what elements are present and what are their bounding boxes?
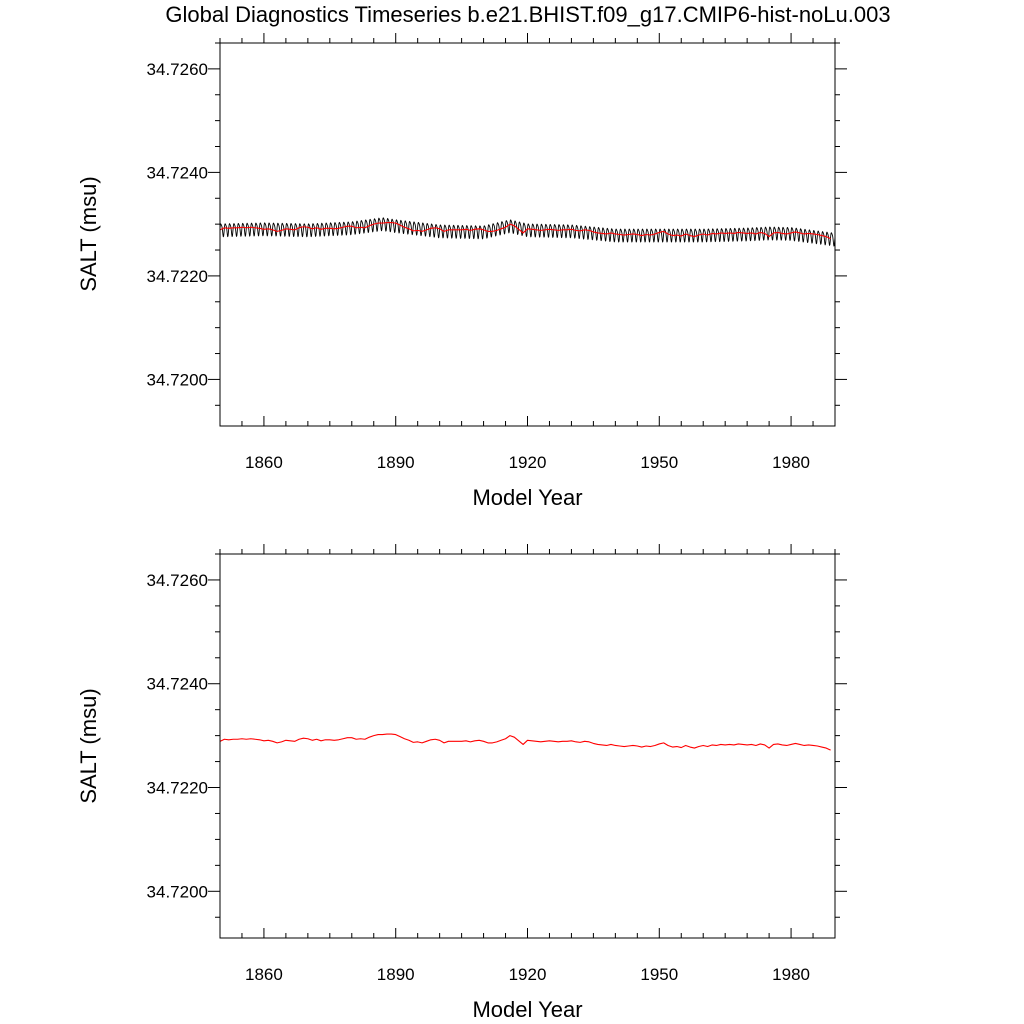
x-tick-label: 1890 (377, 965, 415, 984)
x-tick-label: 1860 (245, 453, 283, 472)
y-tick-label: 34.7220 (147, 267, 208, 286)
series-line-annual (220, 222, 831, 240)
x-axis-title: Model Year (472, 997, 582, 1022)
figure-title: Global Diagnostics Timeseries b.e21.BHIS… (165, 2, 891, 27)
x-tick-label: 1920 (509, 965, 547, 984)
y-tick-label: 34.7200 (147, 370, 208, 389)
y-tick-label: 34.7260 (147, 60, 208, 79)
x-tick-label: 1950 (640, 965, 678, 984)
x-tick-label: 1860 (245, 965, 283, 984)
x-axis-title: Model Year (472, 485, 582, 510)
plot-frame (219, 553, 836, 939)
y-tick-label: 34.7260 (147, 571, 208, 590)
x-tick-label: 1890 (377, 453, 415, 472)
x-tick-label: 1980 (772, 965, 810, 984)
y-tick-label: 34.7220 (147, 779, 208, 798)
plot-area (220, 217, 835, 247)
chart-panel-2: 1860 1890 1920 1950 1980 34.7200 34.7220 34.724… (76, 544, 847, 1022)
series-line-annual (220, 733, 831, 751)
plot-area (220, 733, 831, 751)
y-axis-title: SALT (msu) (76, 176, 101, 291)
series-line-monthly (220, 217, 835, 247)
y-tick-label: 34.7240 (147, 163, 208, 182)
chart-panel-1: 1860 1890 1920 1950 1980 34.7200 34.7220 34.724… (76, 33, 847, 510)
y-axis-title: SALT (msu) (76, 688, 101, 803)
x-tick-label: 1980 (772, 453, 810, 472)
x-tick-label: 1920 (509, 453, 547, 472)
x-tick-label: 1950 (640, 453, 678, 472)
y-tick-label: 34.7240 (147, 675, 208, 694)
y-tick-label: 34.7200 (147, 882, 208, 901)
